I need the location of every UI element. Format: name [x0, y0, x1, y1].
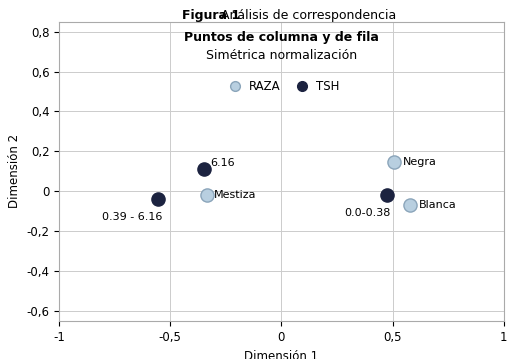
X-axis label: Dimensión 1: Dimensión 1: [244, 350, 319, 359]
Text: Puntos de columna y de fila: Puntos de columna y de fila: [184, 31, 379, 43]
Text: Blanca: Blanca: [419, 200, 457, 210]
Text: Figura 1: Figura 1: [182, 9, 241, 22]
Point: [406, 202, 414, 208]
Text: 0.0-0.38: 0.0-0.38: [344, 208, 391, 218]
Point: [199, 166, 208, 172]
Point: [390, 159, 398, 165]
Text: Mestiza: Mestiza: [214, 190, 256, 200]
Text: Negra: Negra: [402, 157, 436, 167]
Point: [203, 192, 211, 198]
Point: [154, 196, 162, 202]
Text: Simétrica normalización: Simétrica normalización: [206, 48, 357, 61]
Text: . Análisis de correspondencia: . Análisis de correspondencia: [213, 9, 397, 22]
Text: 6.16: 6.16: [210, 158, 235, 168]
Legend: RAZA, TSH: RAZA, TSH: [218, 75, 344, 98]
Point: [382, 192, 391, 198]
Y-axis label: Dimensión 2: Dimensión 2: [8, 134, 21, 209]
Text: 0.39 - 6.16: 0.39 - 6.16: [102, 212, 163, 222]
